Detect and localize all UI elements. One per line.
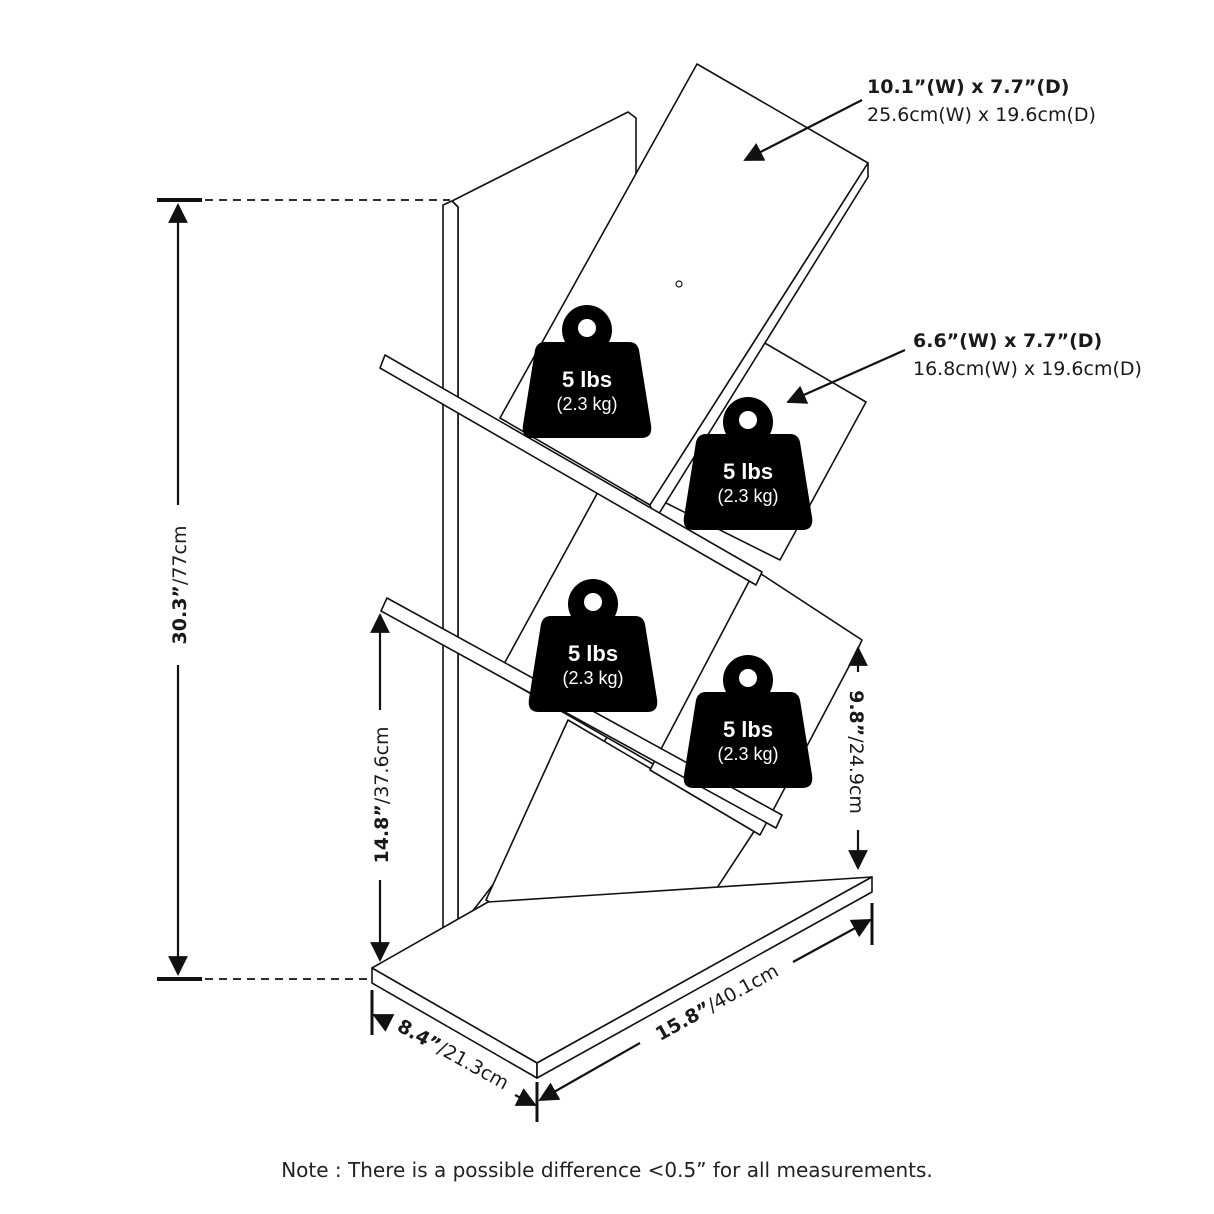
weight-label: 5 lbs (562, 367, 612, 392)
top-shelf-leader-arrow (743, 99, 863, 161)
shelf-bar-upper (379, 354, 763, 586)
measurement-note: Note : There is a possible difference <0… (281, 1158, 933, 1182)
lower-height-metric: /37.6cm (371, 726, 393, 804)
weight-icon: 5 lbs(2.3 kg) (528, 579, 658, 712)
weight-label: 5 lbs (723, 459, 773, 484)
svg-text:14.8”/37.6cm: 14.8”/37.6cm (371, 726, 393, 863)
lower-height-dimension: 14.8”/37.6cm (370, 613, 393, 962)
weight-sublabel: (2.3 kg) (556, 394, 617, 414)
weight-label: 5 lbs (723, 717, 773, 742)
lower-height-imperial: 14.8” (371, 804, 393, 863)
top-shelf-size-metric: 25.6cm(W) x 19.6cm(D) (867, 104, 1096, 126)
weight-sublabel: (2.3 kg) (717, 744, 778, 764)
shelf-bar-lower (380, 597, 783, 829)
total-height-metric: /77cm (169, 526, 191, 586)
middle-shelf-leader-arrow (786, 348, 906, 404)
shelf-gap-metric: /24.9cm (845, 736, 867, 814)
weight-icon: 5 lbs(2.3 kg) (683, 397, 813, 530)
middle-shelf-size-metric: 16.8cm(W) x 19.6cm(D) (913, 358, 1142, 380)
screw-hole (675, 280, 683, 288)
weight-label: 5 lbs (568, 641, 618, 666)
middle-shelf-size-imperial: 6.6”(W) x 7.7”(D) (913, 330, 1103, 352)
weight-icon: 5 lbs(2.3 kg) (683, 655, 813, 788)
total-height-imperial: 30.3” (169, 585, 191, 644)
shelf-gap-imperial: 9.8” (845, 690, 867, 736)
top-shelf-size-imperial: 10.1”(W) x 7.7”(D) (867, 76, 1070, 98)
weight-icon: 5 lbs(2.3 kg) (522, 305, 652, 438)
weight-sublabel: (2.3 kg) (562, 668, 623, 688)
total-height-dimension: 30.3”/77cm (157, 198, 450, 981)
shelf-gap-dimension: 9.8”/24.9cm (845, 646, 868, 870)
base (371, 876, 873, 1079)
svg-text:9.8”/24.9cm: 9.8”/24.9cm (845, 690, 867, 814)
svg-text:30.3”/77cm: 30.3”/77cm (169, 526, 191, 645)
weight-sublabel: (2.3 kg) (717, 486, 778, 506)
